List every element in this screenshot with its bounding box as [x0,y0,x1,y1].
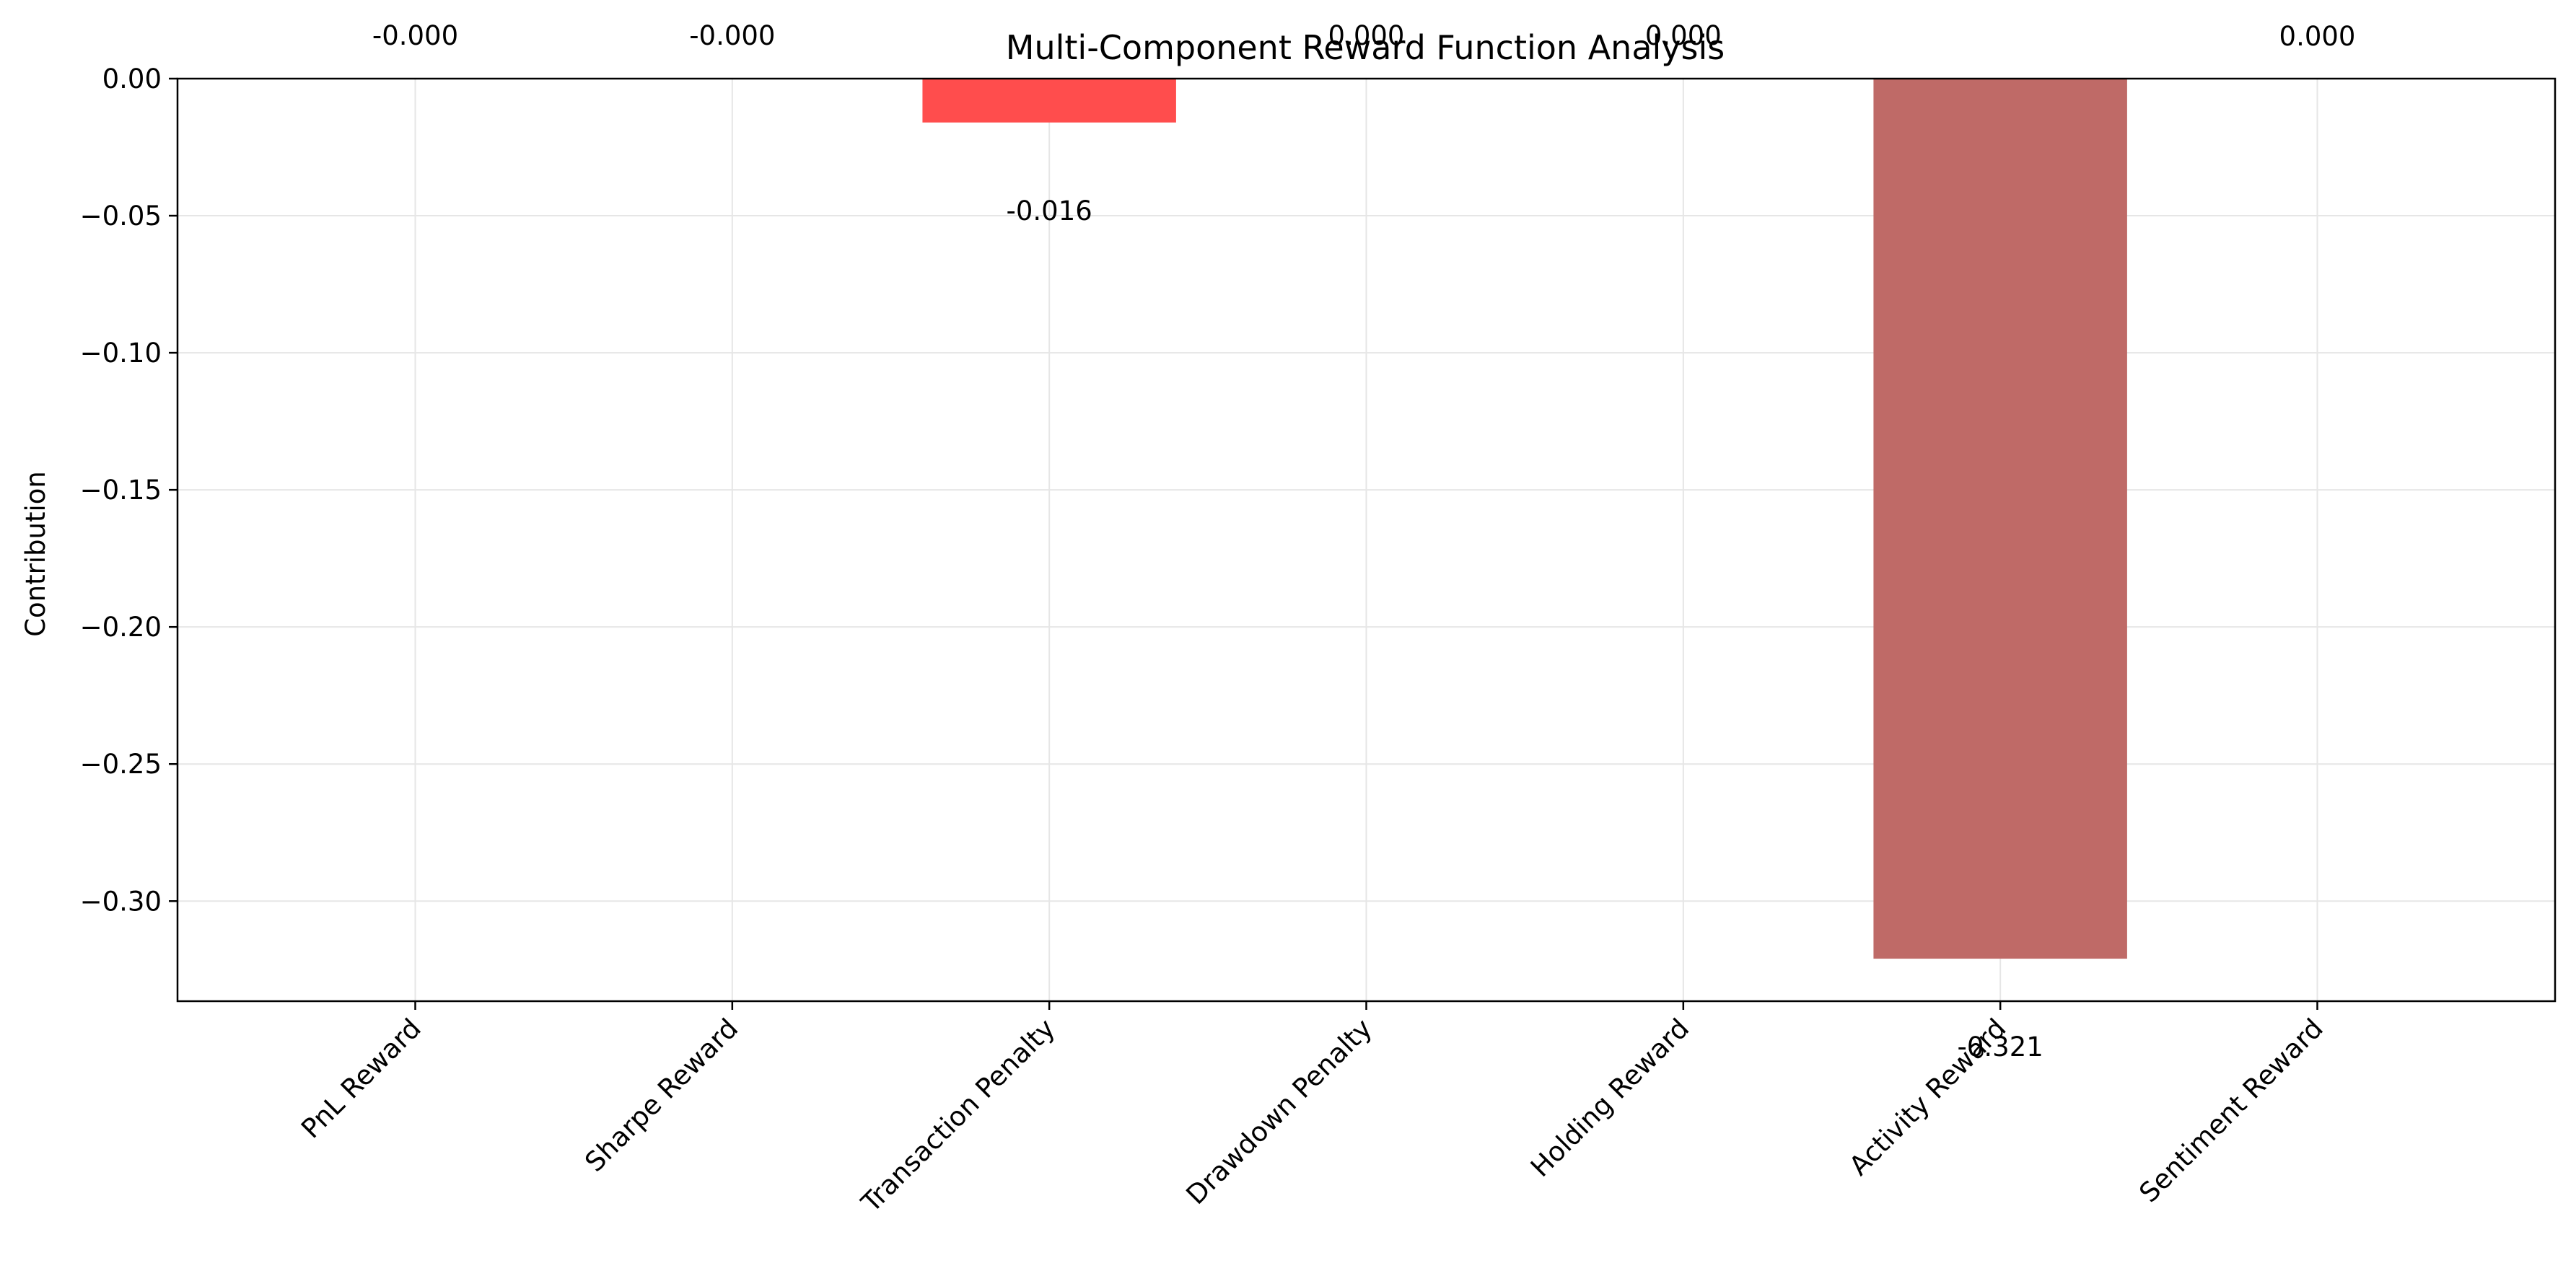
bar-layer [922,79,2127,959]
bar [922,79,1176,123]
x-tick-label: PnL Reward [295,1013,427,1145]
chart-title: Multi-Component Reward Function Analysis [1006,28,1725,67]
bar-value-label: -0.321 [1958,1031,2043,1062]
y-tick-label: −0.10 [80,338,162,369]
y-tick-label: −0.25 [80,749,162,780]
y-axis-label: Contribution [20,471,51,637]
x-tick-label: Holding Reward [1525,1013,1695,1183]
x-tick-label: Sentiment Reward [2133,1013,2329,1208]
bar-value-label: 0.000 [1328,20,1405,51]
y-tick-label: 0.00 [102,63,162,94]
y-tick-label: −0.20 [80,612,162,643]
bar [1873,79,2127,959]
bar-value-label: 0.000 [2279,21,2356,52]
y-tick-label: −0.05 [80,201,162,232]
y-tick-label: −0.15 [80,475,162,506]
grid-layer [178,78,2555,1001]
x-tick-label: Sharpe Reward [579,1013,744,1178]
bar-value-label: -0.016 [1007,195,1092,226]
bar-value-label: -0.000 [372,20,458,51]
y-tick-label: −0.30 [80,886,162,917]
bar-value-label: 0.000 [1645,20,1722,51]
bar-value-label: -0.000 [689,20,775,51]
x-tick-label: Transaction Penalty [855,1013,1061,1219]
x-tick-label: Drawdown Penalty [1180,1013,1378,1210]
value-label-layer: -0.000 -0.000 -0.016 0.000 0.000 -0.321 0.000 [372,20,2356,1062]
